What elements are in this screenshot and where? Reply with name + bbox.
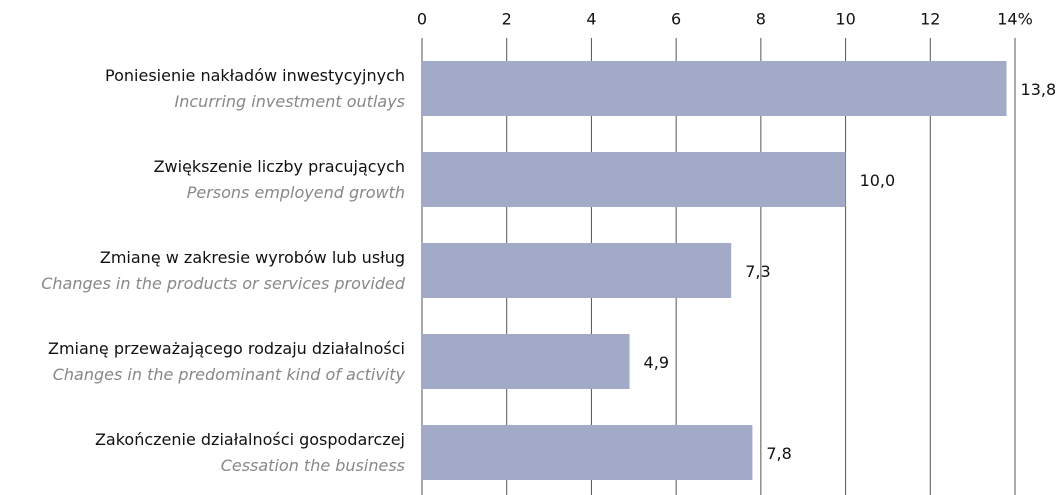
bar — [422, 152, 846, 207]
category-subtitle: Changes in the predominant kind of activ… — [53, 365, 406, 384]
bar — [422, 334, 630, 389]
category-label: Poniesienie nakładów inwestycyjnych — [105, 66, 405, 85]
category-label: Zmianę w zakresie wyrobów lub usług — [100, 248, 405, 267]
x-tick-label: 0 — [417, 10, 427, 29]
category-subtitle: Cessation the business — [221, 456, 405, 475]
value-label: 4,9 — [644, 353, 669, 372]
x-tick-label: 12 — [920, 10, 940, 29]
category-subtitle: Incurring investment outlays — [175, 92, 405, 111]
value-label: 7,8 — [766, 444, 791, 463]
x-tick-label: 2 — [502, 10, 512, 29]
x-tick-label: 14% — [997, 10, 1033, 29]
bar — [422, 243, 732, 298]
category-subtitle: Changes in the products or services prov… — [41, 274, 406, 293]
x-tick-label: 6 — [671, 10, 681, 29]
x-tick-label: 10 — [835, 10, 855, 29]
category-label: Zwiększenie liczby pracujących — [154, 157, 405, 176]
x-tick-label: 8 — [756, 10, 766, 29]
category-label: Zmianę przeważającego rodzaju działalnoś… — [48, 339, 405, 358]
value-label: 10,0 — [860, 171, 896, 190]
category-subtitle: Persons employend growth — [187, 183, 405, 202]
bar — [422, 61, 1007, 116]
bar — [422, 425, 753, 480]
value-label: 7,3 — [745, 262, 770, 281]
category-label: Zakończenie działalności gospodarczej — [95, 430, 405, 449]
x-tick-label: 4 — [586, 10, 596, 29]
value-label: 13,8 — [1021, 80, 1057, 99]
